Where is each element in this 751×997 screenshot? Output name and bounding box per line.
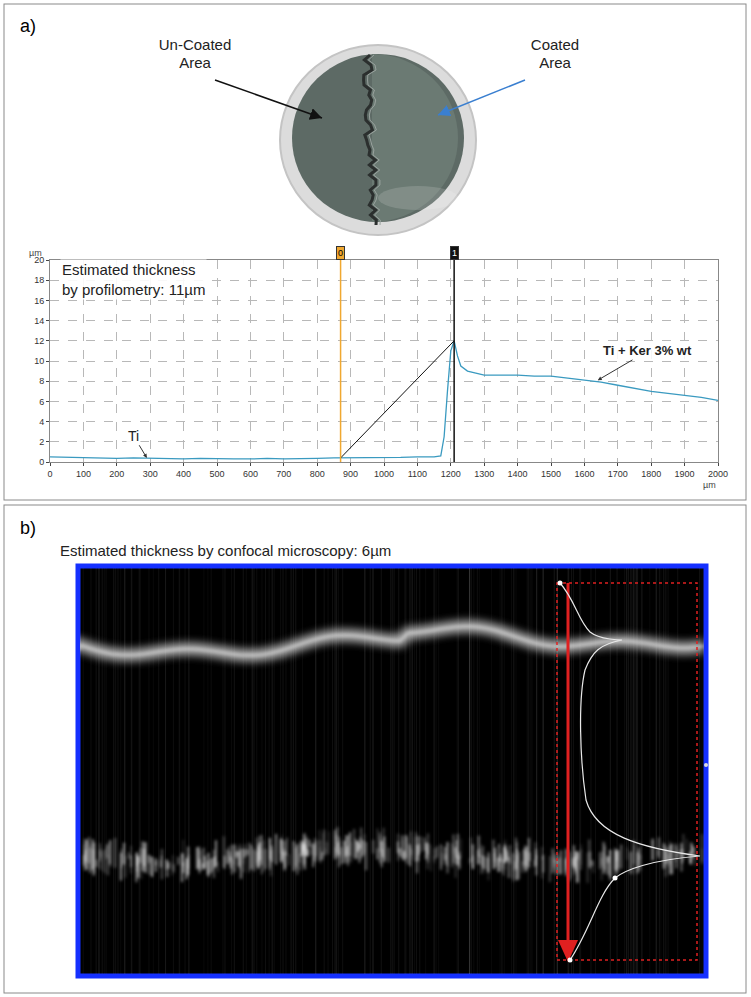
svg-text:1600: 1600	[574, 469, 594, 479]
svg-text:0: 0	[39, 457, 44, 467]
svg-text:20: 20	[34, 255, 44, 265]
svg-text:18: 18	[34, 275, 44, 285]
svg-text:1000: 1000	[374, 469, 394, 479]
svg-text:Estimated thicknessby profilom: Estimated thicknessby profilometry: 11µm	[62, 261, 205, 298]
svg-text:1100: 1100	[408, 469, 427, 479]
svg-text:12: 12	[34, 336, 44, 346]
svg-text:1700: 1700	[608, 469, 628, 479]
svg-text:1300: 1300	[474, 469, 494, 479]
svg-text:0: 0	[47, 469, 52, 479]
svg-text:1500: 1500	[541, 469, 561, 479]
svg-text:200: 200	[109, 469, 124, 479]
svg-text:16: 16	[34, 296, 44, 306]
svg-text:14: 14	[34, 316, 44, 326]
svg-text:8: 8	[39, 376, 44, 386]
svg-text:1: 1	[452, 248, 457, 258]
svg-text:2: 2	[39, 437, 44, 447]
svg-text:0: 0	[338, 248, 343, 258]
svg-text:400: 400	[176, 469, 191, 479]
svg-text:a): a)	[20, 16, 36, 36]
svg-text:4: 4	[39, 417, 44, 427]
svg-text:300: 300	[143, 469, 158, 479]
svg-text:µm: µm	[703, 480, 716, 490]
svg-text:900: 900	[343, 469, 358, 479]
svg-text:100: 100	[76, 469, 91, 479]
svg-text:800: 800	[310, 469, 325, 479]
svg-text:1800: 1800	[641, 469, 661, 479]
svg-text:Ti + Ker 3% wt: Ti + Ker 3% wt	[603, 343, 692, 358]
svg-text:2000: 2000	[708, 469, 728, 479]
svg-text:1400: 1400	[508, 469, 528, 479]
svg-text:700: 700	[276, 469, 291, 479]
svg-text:CoatedArea: CoatedArea	[531, 36, 579, 71]
svg-text:10: 10	[34, 356, 44, 366]
svg-text:600: 600	[243, 469, 258, 479]
svg-text:6: 6	[39, 397, 44, 407]
svg-text:Ti: Ti	[128, 428, 139, 444]
svg-text:Un-CoatedArea: Un-CoatedArea	[159, 36, 232, 71]
svg-text:1200: 1200	[441, 469, 461, 479]
svg-text:b): b)	[20, 518, 36, 538]
svg-text:500: 500	[209, 469, 224, 479]
svg-text:µm: µm	[29, 248, 42, 258]
svg-text:Estimated thickness by confoca: Estimated thickness by confocal microsco…	[60, 542, 391, 559]
svg-text:1900: 1900	[675, 469, 695, 479]
